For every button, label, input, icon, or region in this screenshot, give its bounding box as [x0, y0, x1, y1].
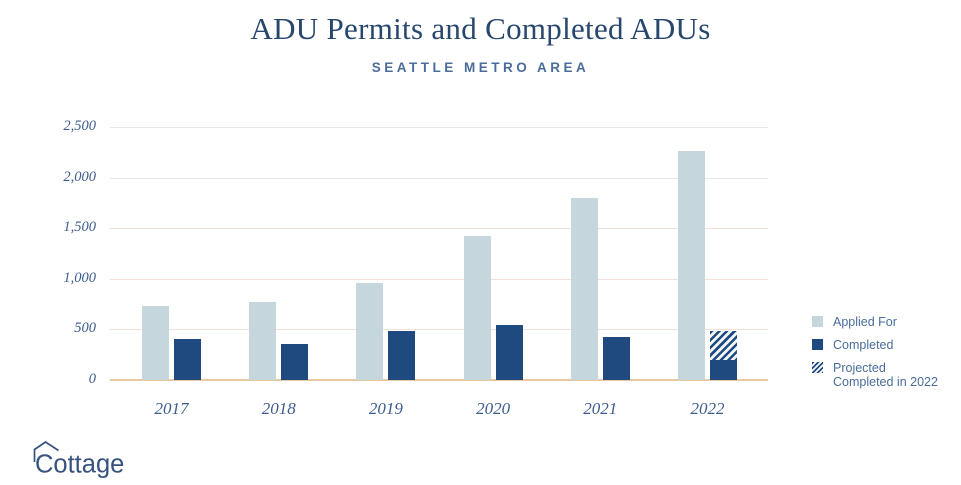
bar-completed-2022: [710, 359, 737, 380]
gridline-2500: [110, 127, 768, 128]
legend-swatch-hatch-icon: [812, 361, 823, 373]
bar-completed-2021: [602, 337, 630, 380]
legend-swatch-applied: [812, 316, 823, 327]
y-axis-tick-1500: 1,500: [63, 219, 96, 236]
x-axis-tick-2020: 2020: [476, 399, 511, 418]
house-roof-icon: [33, 440, 59, 462]
y-axis-tick-1000: 1,000: [63, 269, 96, 286]
bar-completed-2019: [388, 331, 416, 380]
cottage-logo-graphic: Cottage: [33, 440, 124, 479]
x-axis-tick-2018: 2018: [261, 399, 296, 418]
chart-title: ADU Permits and Completed ADUs: [250, 11, 711, 46]
y-axis-tick-0: 0: [88, 371, 96, 387]
bar-completed-2017: [174, 338, 201, 380]
legend: Applied For Completed Projected Completed i…: [812, 315, 938, 390]
cottage-logo-text: Cottage: [35, 451, 124, 479]
bar-completed-2018: [281, 343, 309, 380]
x-axis-tick-2022: 2022: [690, 399, 725, 418]
bar-completed-2020: [495, 325, 523, 380]
legend-swatch-completed: [812, 338, 823, 350]
gridline-2000: [110, 177, 768, 179]
gridline-0: [110, 379, 768, 381]
y-axis-tick-500: 500: [74, 320, 96, 337]
bar-applied-2019: [356, 282, 384, 380]
x-axis-tick-2017: 2017: [154, 399, 189, 418]
y-axis-tick-2500: 2,500: [63, 118, 96, 134]
bar-applied-2018: [249, 302, 277, 380]
x-axis-tick-2021: 2021: [583, 399, 618, 418]
x-axis-tick-2019: 2019: [368, 399, 403, 418]
legend-label: Projected Completed in 2022: [833, 360, 938, 390]
bar-projected-completed-2022: [710, 331, 737, 360]
legend-label: Completed: [833, 337, 894, 352]
legend-item-completed: Completed: [812, 338, 938, 353]
cottage-logo: Cottage: [33, 440, 143, 481]
legend-label: Applied For: [833, 315, 897, 329]
bar-applied-2021: [570, 197, 598, 380]
legend-item-applied: Applied For: [812, 315, 938, 330]
legend-item-hatch: Projected Completed in 2022: [812, 361, 938, 391]
gridline-500: [110, 329, 768, 331]
y-axis-tick-2000: 2,000: [63, 168, 96, 185]
bar-applied-2020: [463, 236, 491, 380]
gridline-1500: [110, 228, 768, 230]
chart-subtitle: SEATTLE METRO AREA: [371, 60, 590, 75]
gridline-1000: [110, 278, 768, 280]
bar-applied-2022: [678, 151, 705, 380]
bar-applied-2017: [142, 306, 169, 380]
